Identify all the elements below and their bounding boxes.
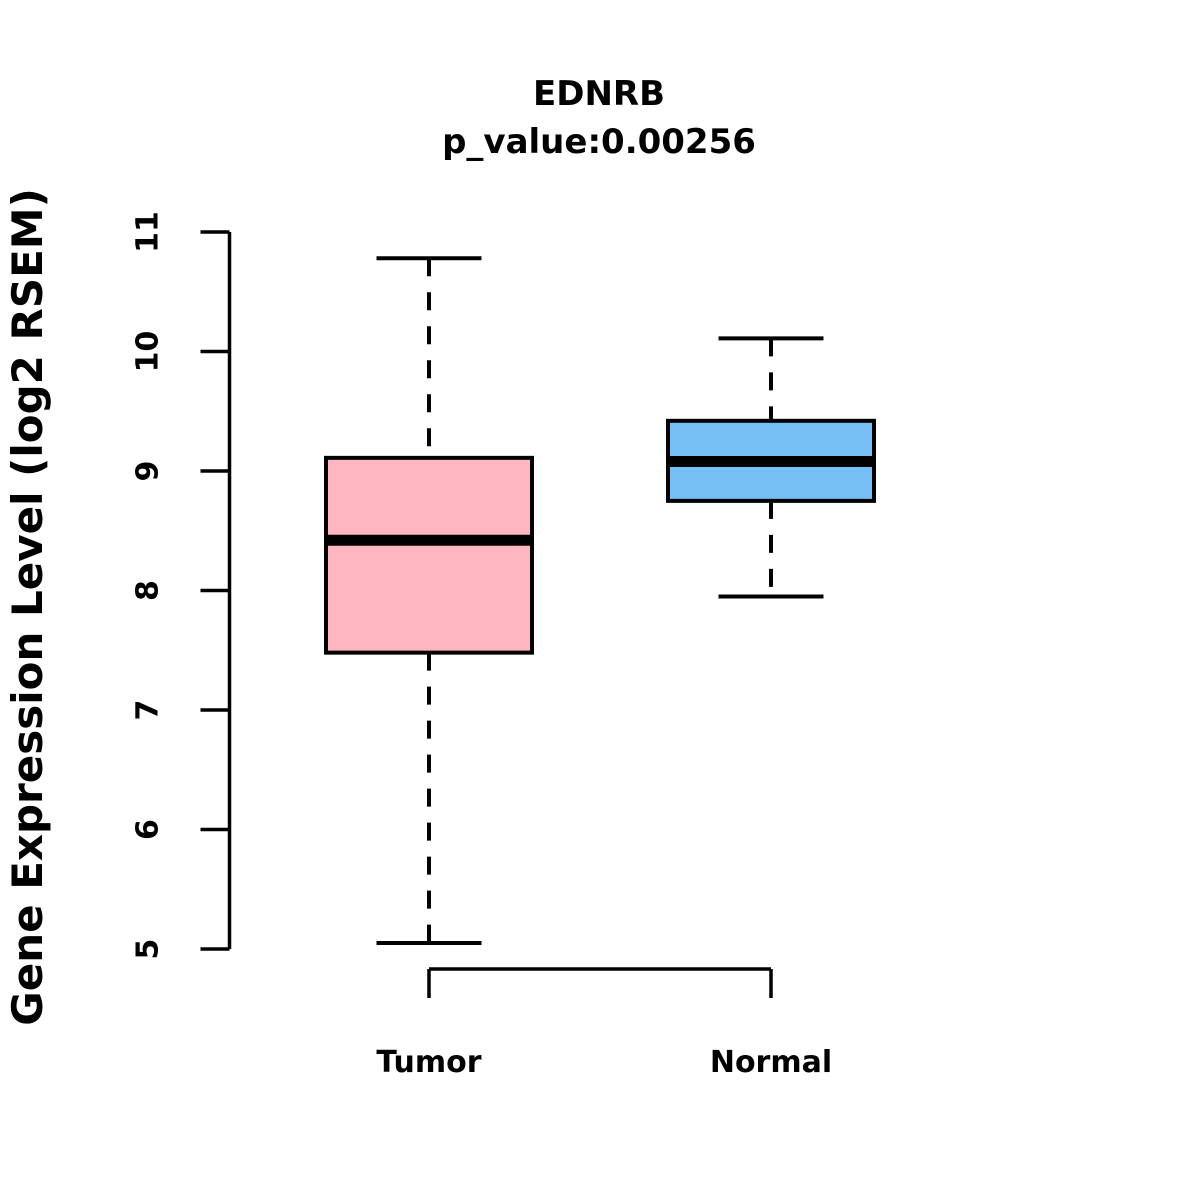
y-tick-label: 9 [131, 461, 166, 482]
y-tick-label: 10 [131, 331, 166, 373]
x-category-label: Tumor [376, 1045, 481, 1080]
box-series [324, 256, 876, 946]
y-tick-label: 11 [131, 211, 166, 253]
iqr-box [324, 455, 534, 655]
y-axis-label: Gene Expression Level (log2 RSEM) [3, 188, 52, 1026]
x-category-label: Normal [710, 1045, 832, 1080]
y-tick-label: 7 [131, 700, 166, 721]
y-tick-label: 8 [131, 580, 166, 601]
chart-title: EDNRB [533, 74, 665, 114]
y-axis: 5 6 7 8 9 10 11 [131, 211, 232, 960]
chart-subtitle: p_value:0.00256 [442, 122, 756, 162]
boxplot-tumor [324, 256, 534, 946]
boxplot-normal [666, 336, 876, 599]
y-tick-label: 6 [131, 819, 166, 840]
x-axis: Tumor Normal [376, 967, 832, 1080]
y-tick-label: 5 [131, 939, 166, 960]
